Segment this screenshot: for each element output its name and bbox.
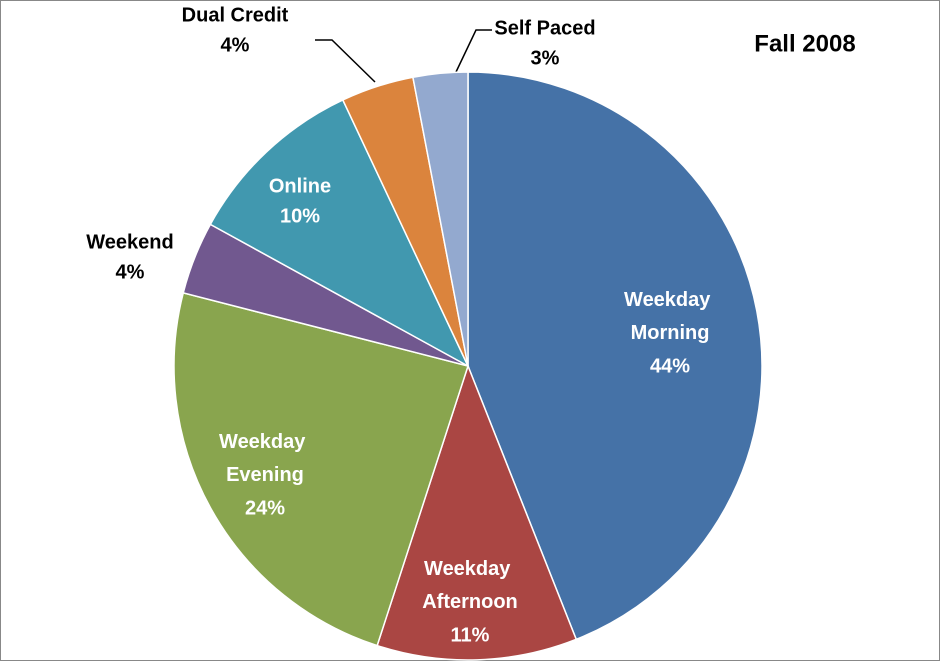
pie-slice [376, 363, 578, 661]
slice-value-label: 4% [116, 261, 145, 283]
slice-label: Self Paced [494, 17, 595, 39]
slice-value-label: 11% [451, 624, 490, 646]
slice-label: Weekend [86, 231, 173, 253]
chart-title: Fall 2008 [754, 30, 855, 57]
pie-slice [209, 98, 470, 368]
slice-label: Online [269, 175, 331, 197]
slice-value-label: 10% [280, 205, 320, 227]
leader-line [455, 29, 492, 73]
pie-slice [467, 71, 763, 641]
slice-value-label: 3% [531, 47, 560, 69]
slice-label: Weekday Afternoon [422, 558, 518, 613]
slice-value-label: 44% [650, 355, 690, 377]
pie-slice [412, 71, 469, 367]
leader-line [315, 39, 376, 83]
slice-value-label: 4% [221, 34, 250, 56]
slice-label: Weekday Morning [624, 289, 716, 344]
slice-value-label: 24% [245, 497, 285, 519]
slice-label: Dual Credit [182, 4, 289, 26]
slice-label: Weekday Evening [219, 431, 311, 486]
pie-slice [173, 291, 469, 647]
